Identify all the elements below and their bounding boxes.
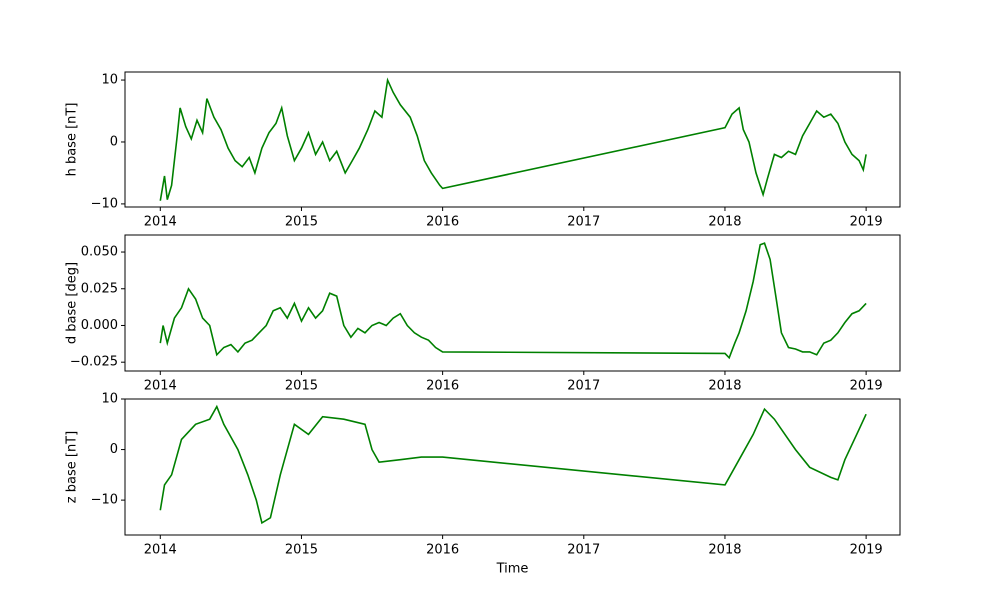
x-tick-label: 2019 bbox=[850, 215, 883, 230]
x-tick-label: 2018 bbox=[708, 543, 741, 558]
x-tick-label: 2018 bbox=[708, 215, 741, 230]
y-axis-label: d base [deg] bbox=[65, 262, 80, 344]
y-tick-label: 0.025 bbox=[81, 281, 118, 296]
y-tick-label: −10 bbox=[91, 493, 118, 508]
x-tick-label: 2017 bbox=[567, 543, 600, 558]
y-axis-label: z base [nT] bbox=[65, 431, 80, 503]
x-tick-label: 2019 bbox=[850, 543, 883, 558]
x-tick-label: 2014 bbox=[144, 543, 177, 558]
axes-frame bbox=[124, 71, 901, 208]
y-tick-label: 10 bbox=[101, 392, 118, 407]
x-tick-label: 2014 bbox=[144, 215, 177, 230]
x-tick-label: 2014 bbox=[144, 379, 177, 394]
axes-frame bbox=[124, 234, 901, 372]
x-tick-label: 2015 bbox=[285, 215, 318, 230]
y-tick-label: 0 bbox=[110, 442, 118, 457]
x-tick-label: 2017 bbox=[567, 379, 600, 394]
y-tick-label: −10 bbox=[91, 196, 118, 211]
x-tick-label: 2015 bbox=[285, 543, 318, 558]
x-axis-label: Time bbox=[496, 562, 529, 577]
y-axis-label: h base [nT] bbox=[65, 103, 80, 177]
x-tick-label: 2017 bbox=[567, 215, 600, 230]
y-tick-label: −0.025 bbox=[70, 355, 118, 370]
x-tick-label: 2016 bbox=[426, 215, 459, 230]
data-line bbox=[159, 404, 867, 525]
x-tick-label: 2015 bbox=[285, 379, 318, 394]
y-tick-label: 0 bbox=[110, 134, 118, 149]
x-tick-label: 2016 bbox=[426, 543, 459, 558]
axes-frame bbox=[124, 398, 901, 536]
y-tick-label: 0.000 bbox=[81, 318, 118, 333]
data-line bbox=[159, 77, 867, 201]
x-tick-label: 2018 bbox=[708, 379, 741, 394]
x-tick-label: 2016 bbox=[426, 379, 459, 394]
y-tick-label: 0.050 bbox=[81, 245, 118, 260]
y-tick-label: 10 bbox=[101, 73, 118, 88]
data-line bbox=[159, 242, 867, 360]
x-tick-label: 2019 bbox=[850, 379, 883, 394]
